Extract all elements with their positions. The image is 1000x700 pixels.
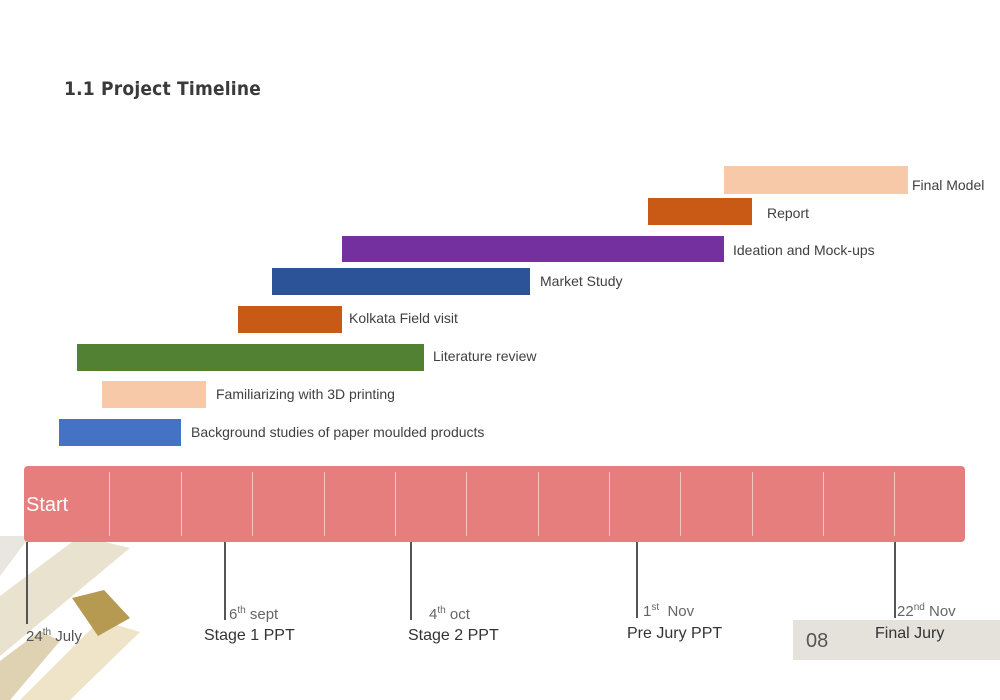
task-label-background-studies: Background studies of paper moulded prod… (191, 424, 485, 440)
timeline-divider (752, 472, 753, 536)
task-label-ideation: Ideation and Mock-ups (733, 242, 875, 258)
timeline-start-label: Start (26, 494, 69, 516)
task-bar-kolkata-field-visit (238, 306, 342, 333)
timeline-divider (395, 472, 396, 536)
milestone-date-final-jury: 22nd Nov (897, 602, 956, 620)
task-label-final-model: Final Model (912, 177, 985, 193)
timeline-divider (252, 472, 253, 536)
timeline-band: Start (24, 466, 965, 542)
task-bar-3d-printing (102, 381, 206, 408)
milestone-line-24-july (26, 542, 28, 624)
task-bar-final-model (724, 166, 908, 194)
task-bar-ideation (342, 236, 724, 262)
task-bar-market-study (272, 268, 530, 295)
task-label-market-study: Market Study (540, 273, 623, 289)
milestone-line-stage-2 (410, 542, 412, 620)
milestone-date-stage-2: 4th oct (429, 605, 470, 623)
task-label-literature-review: Literature review (433, 348, 537, 364)
task-bar-report (648, 198, 752, 225)
task-bar-literature-review (77, 344, 424, 371)
timeline-divider (609, 472, 610, 536)
milestone-date-stage-1: 6th sept (229, 605, 279, 623)
paper-texture-decoration (0, 536, 140, 700)
timeline-divider (324, 472, 325, 536)
timeline-divider (894, 472, 895, 536)
page-title: 1.1 Project Timeline (64, 78, 262, 100)
milestone-name-final-jury: Final Jury (875, 625, 945, 642)
task-bar-background-studies (59, 419, 181, 446)
milestone-line-stage-1 (224, 542, 226, 620)
task-label-report: Report (767, 205, 810, 221)
timeline-divider (181, 472, 182, 536)
milestone-name-stage-2: Stage 2 PPT (408, 627, 499, 644)
task-label-kolkata-field-visit: Kolkata Field visit (349, 310, 458, 326)
milestone-name-pre-jury: Pre Jury PPT (627, 625, 723, 642)
page-number: 08 (806, 630, 829, 652)
timeline-divider (109, 472, 110, 536)
milestone-line-pre-jury (636, 542, 638, 618)
timeline-divider (680, 472, 681, 536)
milestone-name-stage-1: Stage 1 PPT (204, 627, 295, 644)
timeline-divider (538, 472, 539, 536)
milestone-date-pre-jury: 1st Nov (643, 602, 695, 620)
milestone-line-final-jury (894, 542, 896, 618)
timeline-divider (466, 472, 467, 536)
milestone-date-24-july: 24th July (26, 627, 82, 645)
task-label-3d-printing: Familiarizing with 3D printing (216, 386, 395, 402)
timeline-divider (823, 472, 824, 536)
paper-texture-footer (793, 620, 1000, 660)
